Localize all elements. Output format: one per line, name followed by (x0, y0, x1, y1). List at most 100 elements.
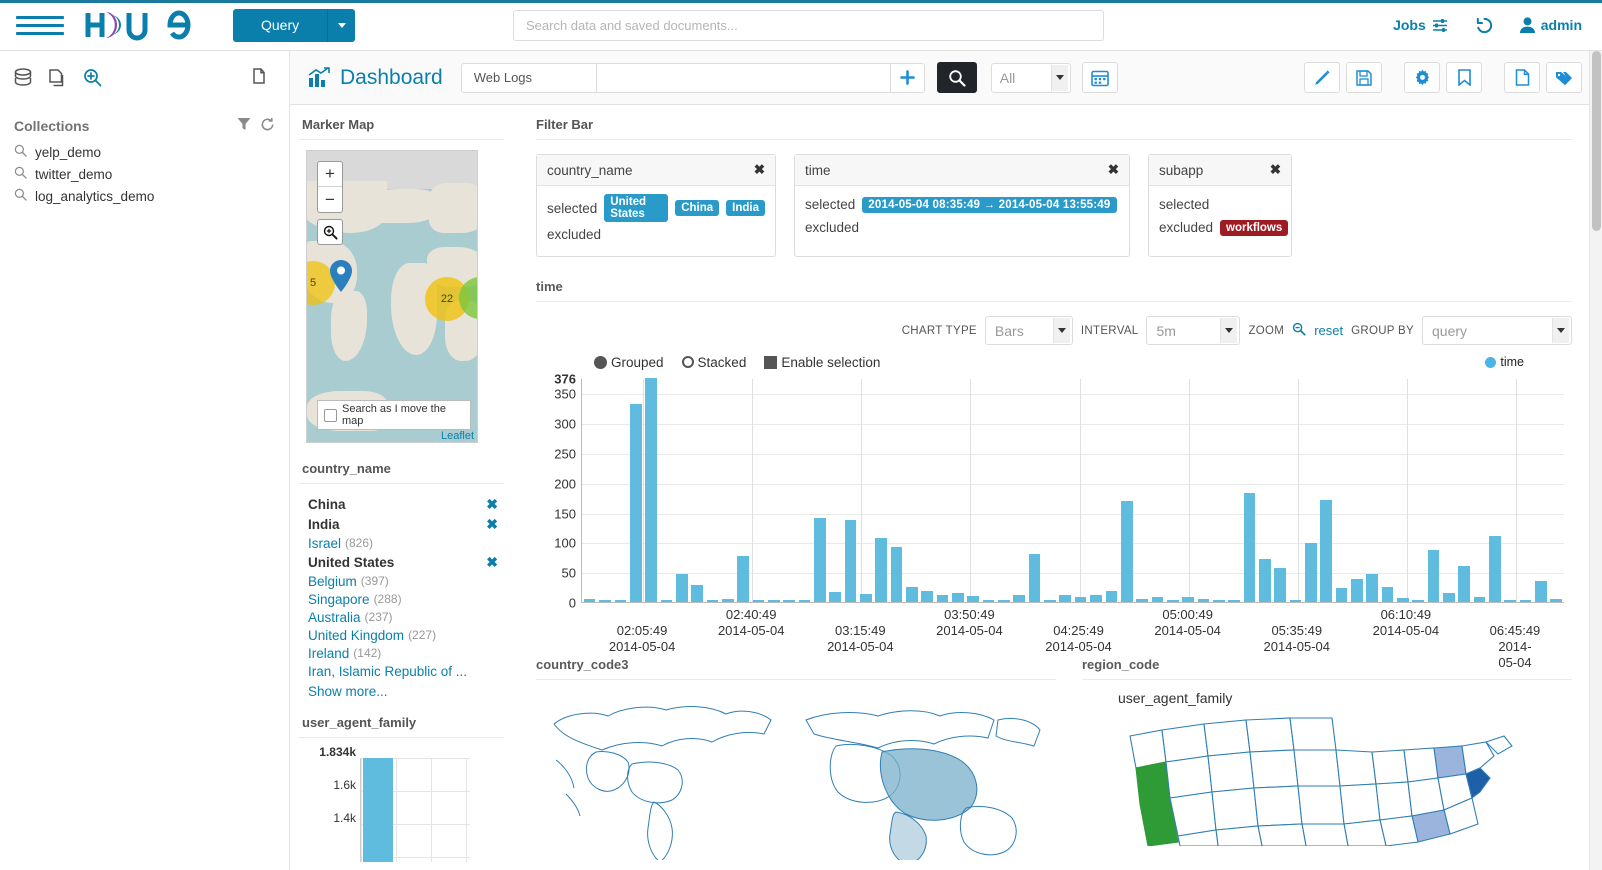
bar[interactable] (967, 596, 980, 602)
facet-item-israel[interactable]: Israel (826) (308, 534, 498, 552)
bar[interactable] (1412, 599, 1425, 602)
facet-item-iran[interactable]: Iran, Islamic Republic of ... (308, 662, 498, 680)
bar[interactable] (629, 404, 642, 602)
bar[interactable] (1550, 599, 1563, 602)
filter-tag[interactable]: China (675, 200, 720, 216)
bar[interactable] (1304, 543, 1317, 602)
bar[interactable] (1351, 579, 1363, 602)
bar[interactable] (1074, 597, 1087, 602)
page-scrollbar[interactable] (1589, 51, 1602, 870)
bar[interactable] (1443, 593, 1455, 602)
bar[interactable] (614, 600, 627, 602)
search-plus-icon[interactable] (83, 68, 102, 88)
folder-icon[interactable] (251, 66, 271, 89)
sidebar-item-log-analytics-demo[interactable]: log_analytics_demo (0, 185, 289, 207)
settings-button[interactable] (1404, 62, 1440, 93)
bar[interactable] (798, 600, 811, 602)
facet-item-india[interactable]: India ✖ (308, 514, 498, 534)
bar[interactable] (921, 590, 934, 602)
bar[interactable] (1105, 590, 1118, 602)
copy-icon[interactable] (48, 68, 67, 88)
bar[interactable] (1166, 600, 1179, 602)
bar[interactable] (875, 538, 888, 602)
bar[interactable] (1151, 596, 1164, 602)
remove-facet-icon[interactable]: ✖ (486, 515, 498, 532)
facet-item-united-states[interactable]: United States ✖ (308, 552, 498, 572)
bar[interactable] (1519, 600, 1532, 602)
facet-item-australia[interactable]: Australia (237) (308, 608, 498, 626)
close-icon[interactable]: ✖ (1107, 162, 1119, 177)
global-search-input[interactable] (513, 10, 1104, 41)
bar[interactable] (1258, 559, 1271, 602)
new-document-button[interactable] (1504, 62, 1540, 93)
bar[interactable] (1427, 550, 1440, 602)
bar[interactable] (660, 600, 673, 602)
collection-name-field[interactable]: Web Logs (460, 62, 597, 93)
map-cluster[interactable]: 2 (459, 277, 477, 319)
show-more-link[interactable]: Show more... (308, 684, 388, 699)
bar[interactable] (1289, 600, 1302, 602)
map-zoom-out-button[interactable]: − (325, 189, 335, 209)
bar[interactable] (1212, 600, 1225, 602)
bar[interactable] (890, 546, 903, 602)
chart-legend[interactable]: time (1485, 355, 1524, 369)
bar[interactable] (982, 600, 995, 602)
bar[interactable] (1489, 536, 1501, 602)
facet-item-china[interactable]: China ✖ (308, 494, 498, 514)
bar[interactable] (1136, 599, 1148, 602)
facet-item-united-kingdom[interactable]: United Kingdom (227) (308, 626, 498, 644)
funnel-icon[interactable] (237, 117, 251, 135)
bar[interactable] (860, 593, 872, 602)
grouped-radio[interactable]: Grouped (594, 355, 664, 370)
bar[interactable] (1228, 599, 1240, 602)
facet-item-ireland[interactable]: Ireland (142) (308, 644, 498, 662)
bar[interactable] (1090, 595, 1102, 602)
hue-logo[interactable] (82, 8, 198, 42)
bar[interactable] (691, 585, 703, 602)
bar[interactable] (583, 599, 596, 602)
bar[interactable] (906, 586, 918, 602)
filter-tag[interactable]: 2014-05-04 08:35:49 → 2014-05-04 13:55:4… (862, 196, 1117, 213)
sidebar-item-twitter-demo[interactable]: twitter_demo (0, 163, 289, 185)
hamburger-icon[interactable] (16, 15, 64, 35)
bar[interactable] (813, 518, 826, 602)
scope-select[interactable]: All (990, 62, 1071, 93)
map-zoom-in-button[interactable]: + (318, 162, 342, 187)
filter-tag[interactable]: United States (604, 194, 669, 222)
bar[interactable] (952, 593, 964, 602)
tag-button[interactable] (1546, 62, 1582, 93)
bar[interactable] (1274, 568, 1286, 602)
bar[interactable] (936, 594, 949, 602)
bar[interactable] (783, 600, 795, 602)
remove-facet-icon[interactable]: ✖ (486, 553, 498, 570)
bar[interactable] (1535, 581, 1547, 602)
chart-plot-area[interactable] (581, 378, 1564, 603)
remove-facet-icon[interactable]: ✖ (486, 495, 498, 512)
search-as-i-move-checkbox-row[interactable]: Search as I move the map (317, 400, 471, 430)
facet-item-singapore[interactable]: Singapore (288) (308, 590, 498, 608)
bar[interactable] (675, 574, 688, 602)
bar[interactable] (363, 758, 393, 862)
bookmark-button[interactable] (1446, 62, 1482, 93)
add-filter-button[interactable] (890, 62, 925, 93)
group-by-select[interactable]: query (1422, 316, 1572, 345)
filter-tag-excluded[interactable]: workflows (1220, 219, 1289, 236)
bar[interactable] (706, 600, 719, 602)
bar[interactable] (767, 599, 780, 602)
region-code-map[interactable] (1082, 706, 1572, 846)
leaflet-attribution[interactable]: Leaflet (440, 430, 474, 442)
sidebar-item-yelp-demo[interactable]: yelp_demo (0, 141, 289, 163)
zoom-reset-link[interactable]: reset (1314, 323, 1344, 338)
query-button[interactable]: Query (233, 8, 328, 42)
bar[interactable] (737, 555, 749, 602)
bar[interactable] (599, 600, 611, 602)
facet-item-belgium[interactable]: Belgium (397) (308, 572, 498, 590)
bar[interactable] (1182, 597, 1194, 602)
bar[interactable] (1473, 596, 1486, 602)
bar[interactable] (1397, 598, 1409, 602)
zoom-reset-icon[interactable] (1292, 322, 1306, 339)
jobs-link[interactable]: Jobs (1393, 17, 1449, 33)
bar[interactable] (1366, 574, 1379, 602)
bar[interactable] (1059, 595, 1072, 602)
bar[interactable] (829, 591, 841, 602)
